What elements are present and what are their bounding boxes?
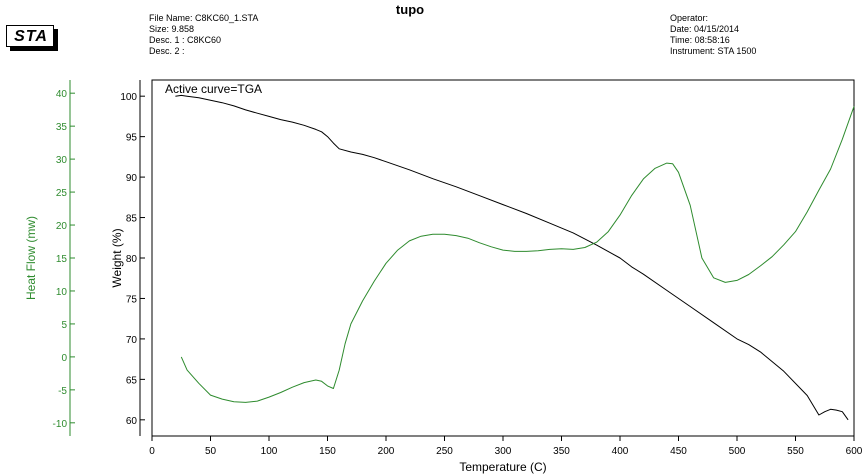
plot-frame [151,79,855,437]
x-tick-label: 150 [319,446,336,457]
time-line: Time: 08:58:16 [670,35,730,45]
weight-tick-label: 70 [126,335,138,346]
weight-curve [175,94,849,421]
chart-title: tupo [395,2,425,17]
weight-tick-label: 80 [126,254,138,265]
weight-tick-label: 65 [126,375,138,386]
logo-text: STA [14,28,48,45]
logo-shadow-bottom [10,47,58,51]
instrument-line: Instrument: STA 1500 [670,46,757,56]
desc1-line: Desc. 1 : C8KC60 [149,35,222,45]
x-tick-label: 50 [205,446,217,457]
heatflow-tick-label: 15 [56,254,68,265]
x-tick-label: 500 [729,446,746,457]
file-info-block: File Name: C8KC60_1.STA Size: 9.858 Desc… [149,13,258,57]
heatflow-tick-label: 0 [61,353,67,364]
weight-tick-label: 95 [126,133,138,144]
heatflow-tick-label: -10 [53,419,68,430]
operator-line: Operator: [670,13,709,23]
heatflow-axis-label: Heat Flow (mw) [24,216,38,300]
x-tick-label: 0 [149,446,155,457]
logo-box: STA [6,25,54,47]
heatflow-tick-label: 5 [61,320,67,331]
heatflow-tick-label: -5 [58,386,67,397]
heatflow-curve [180,106,855,403]
heatflow-tick-label: 40 [56,89,68,100]
x-axis-ticks: 0 50 100 150 200 250 300 350 400 450 500 550 600 [149,436,863,457]
x-tick-label: 250 [436,446,453,457]
weight-tick-label: 75 [126,294,138,305]
x-tick-label: 400 [612,446,629,457]
file-name-line: File Name: C8KC60_1.STA [149,13,259,23]
weight-tick-label: 90 [126,173,138,184]
heatflow-tick-label: 30 [56,155,68,166]
x-tick-label: 600 [846,446,863,457]
heatflow-tick-label: 10 [56,287,68,298]
logo-shadow-right [54,29,58,51]
weight-tick-label: 85 [126,214,138,225]
weight-axis-ticks: 60 65 70 75 80 85 90 95 100 [120,92,145,427]
weight-axis-label: Weight (%) [110,228,124,287]
series-layer [175,94,855,421]
run-info-block: Operator: Date: 04/15/2014 Time: 08:58:1… [670,13,756,57]
date-line: Date: 04/15/2014 [670,24,740,34]
heatflow-tick-label: 25 [56,188,68,199]
x-tick-label: 450 [670,446,687,457]
weight-tick-label: 60 [126,416,138,427]
heatflow-tick-label: 35 [56,122,68,133]
x-tick-label: 550 [787,446,804,457]
x-tick-label: 300 [495,446,512,457]
heatflow-tick-label: 20 [56,221,68,232]
x-tick-label: 100 [261,446,278,457]
heatflow-axis-ticks: -10 -5 0 5 10 15 20 25 30 35 40 [53,89,75,430]
sta-logo: STA [6,25,58,55]
desc2-line: Desc. 2 : [149,46,185,56]
x-tick-label: 200 [378,446,395,457]
x-tick-label: 350 [553,446,570,457]
x-axis-label: Temperature (C) [459,460,546,474]
size-line: Size: 9.858 [149,24,195,34]
active-curve-label: Active curve=TGA [165,82,262,96]
weight-tick-label: 100 [120,92,137,103]
